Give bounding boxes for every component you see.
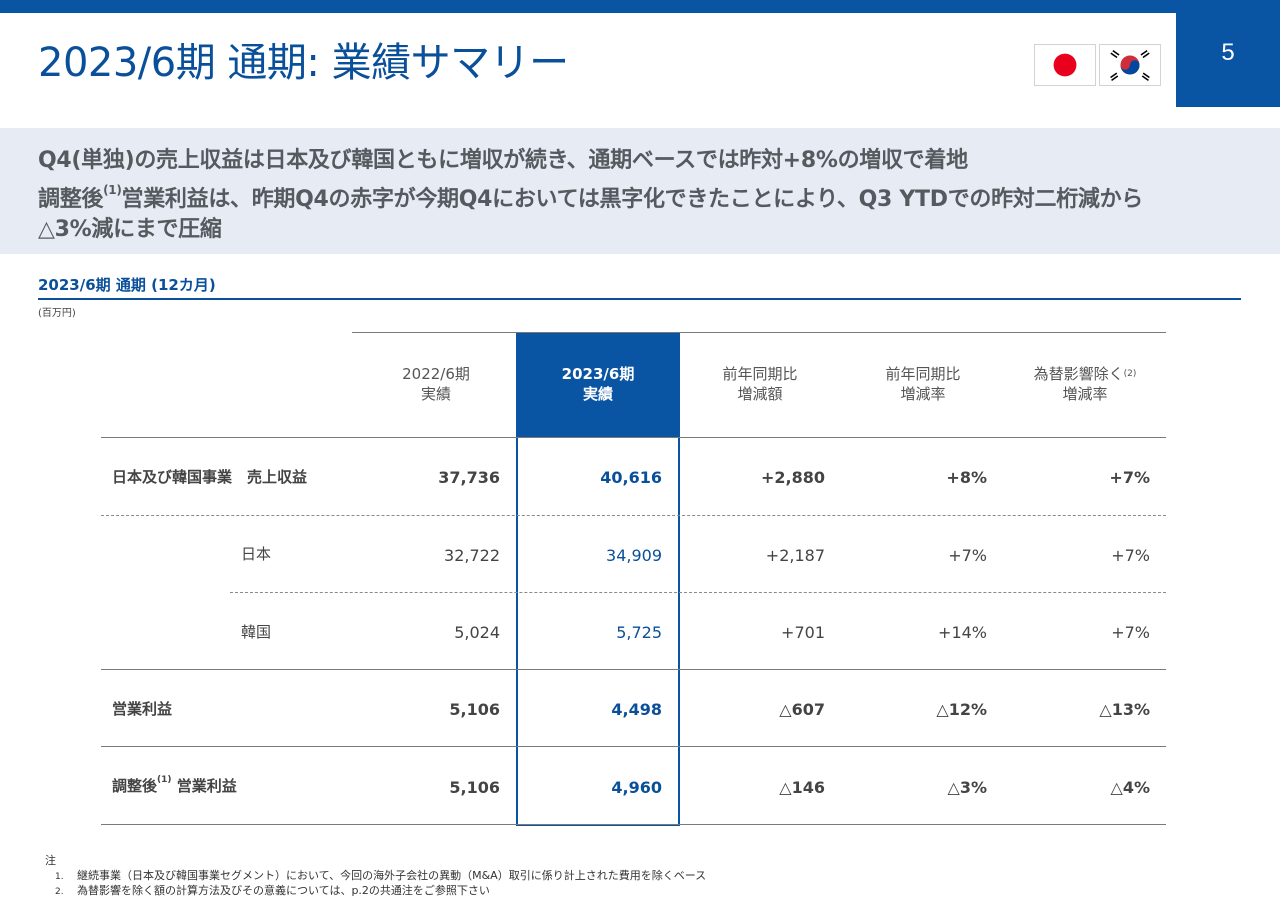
column-header-fx-adjusted-rate: 為替影響除く(2) 増減率 [1033,365,1137,403]
page-title: 2023/6期 通期: 業績サマリー [38,40,569,86]
row-divider [101,515,1166,516]
footnote-ref-1: (1) [103,183,122,197]
table-header-rule [101,437,1166,438]
cell-value: +8% [946,468,987,487]
summary-line-1: Q4(単独)の売上収益は日本及び韓国ともに増収が続き、通期ベースでは昨対+8%の… [38,148,968,173]
table-top-rule [352,332,1166,333]
footnotes: 注 1. 継続事業（日本及び韓国事業セグメント）において、今回の海外子会社の異動（… [45,852,706,897]
cell-value: +701 [781,623,825,642]
highlight-column [516,332,680,826]
cell-value: 5,106 [449,700,500,719]
footnote-ref-2: (2) [1123,369,1137,379]
row-label-korea: 韓国 [241,623,272,641]
cell-value: △4% [1110,778,1150,797]
cell-value: 34,909 [606,546,662,565]
row-divider [230,592,1166,593]
table-bottom-rule [101,824,1166,825]
page-number: 5 [1176,0,1280,107]
cell-value: +7% [1111,546,1150,565]
footnotes-heading: 注 [45,854,56,867]
cell-value: +7% [1111,623,1150,642]
cell-value: △607 [779,700,825,719]
unit-label: (百万円) [38,308,76,319]
row-label-operating-profit: 営業利益 [112,700,173,718]
row-label-japan: 日本 [241,545,272,563]
cell-value: +14% [938,623,987,642]
japan-flag-icon [1034,44,1096,86]
footnote-ref-1: (1) [157,775,172,785]
cell-value: +2,187 [765,546,825,565]
cell-value: 5,024 [454,623,500,642]
cell-value: △146 [779,778,825,797]
cell-value: 5,725 [616,623,662,642]
column-header-fy2022: 2022/6期 実績 [402,365,470,403]
korea-flag-icon [1099,44,1161,86]
cell-value: +7% [948,546,987,565]
section-title: 2023/6期 通期 (12カ月) [38,276,216,294]
cell-value: 32,722 [444,546,500,565]
row-label-adjusted-operating-profit: 調整後(1) 営業利益 [112,775,237,795]
column-header-yoy-change: 前年同期比 増減額 [722,365,798,403]
cell-value: +7% [1109,468,1150,487]
cell-value: 40,616 [600,468,662,487]
cell-value: 37,736 [438,468,500,487]
summary-line-3: △3%減にまで圧縮 [38,217,222,242]
cell-value: +2,880 [760,468,825,487]
cell-value: △13% [1099,700,1150,719]
cell-value: 5,106 [449,778,500,797]
row-divider [101,746,1166,747]
top-accent-bar [0,0,1176,13]
footnote-1: 1. 継続事業（日本及び韓国事業セグメント）において、今回の海外子会社の異動（M&… [55,869,707,882]
cell-value: 4,960 [611,778,662,797]
section-underline [38,298,1241,300]
cell-value: △3% [947,778,987,797]
footnote-2: 2. 為替影響を除く額の計算方法及びその意義については、p.2の共通注をご参照下さ… [55,884,490,897]
row-divider [101,669,1166,670]
cell-value: 4,498 [611,700,662,719]
column-header-fy2023: 2023/6期 実績 [561,365,635,403]
row-label-revenue: 日本及び韓国事業 売上収益 [112,468,308,486]
column-header-yoy-rate: 前年同期比 増減率 [885,365,961,403]
cell-value: △12% [936,700,987,719]
summary-line-2: 調整後(1)営業利益は、昨期Q4の赤字が今期Q4においては黒字化できたことにより… [38,183,1144,212]
summary-box: Q4(単独)の売上収益は日本及び韓国ともに増収が続き、通期ベースでは昨対+8%の… [0,128,1280,254]
highlight-column-header [516,332,680,438]
